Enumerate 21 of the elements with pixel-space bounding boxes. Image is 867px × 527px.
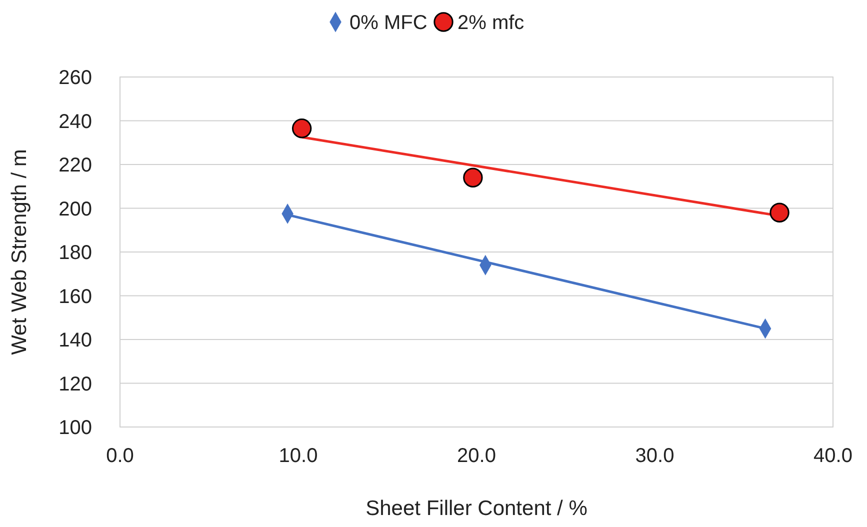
point (292, 118, 312, 138)
point (463, 168, 483, 188)
x-axis-title: Sheet Filler Content / % (366, 497, 588, 520)
x-tick-label: 40.0 (814, 445, 852, 467)
y-tick-label: 240 (58, 110, 92, 133)
y-tick-label: 140 (58, 330, 92, 352)
x-tick-label: 30.0 (635, 445, 674, 467)
y-tick-label: 180 (58, 242, 92, 264)
y-tick-label: 120 (58, 373, 92, 396)
y-tick-label: 220 (58, 154, 92, 176)
y-tick-label: 160 (58, 286, 92, 308)
legend-label: 2% mfc (458, 12, 524, 34)
x-tick-label: 10.0 (278, 445, 318, 467)
y-tick-label: 200 (58, 198, 92, 220)
y-tick-label: 260 (58, 67, 92, 89)
y-tick-label: 100 (58, 417, 92, 439)
y-axis-title: Wet Web Strength / m (8, 149, 31, 355)
x-tick-label: 20.0 (457, 445, 496, 467)
legend-label: 0% MFC (350, 12, 428, 34)
point (770, 202, 790, 222)
x-tick-label: 0.0 (106, 445, 134, 467)
